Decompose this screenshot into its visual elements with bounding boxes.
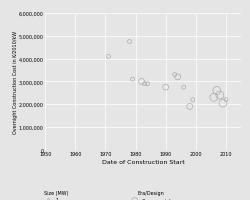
Point bbox=[181, 86, 185, 89]
Point bbox=[172, 74, 176, 77]
Point bbox=[217, 94, 221, 97]
Point bbox=[127, 41, 131, 44]
Point bbox=[220, 102, 224, 105]
X-axis label: Date of Construction Start: Date of Construction Start bbox=[101, 159, 184, 164]
Point bbox=[106, 55, 110, 59]
Legend: Commercial: Commercial bbox=[129, 190, 170, 200]
Point bbox=[139, 80, 143, 84]
Point bbox=[130, 78, 134, 81]
Point bbox=[142, 83, 146, 86]
Point bbox=[214, 89, 218, 93]
Point bbox=[145, 83, 149, 86]
Point bbox=[211, 96, 215, 99]
Point bbox=[163, 86, 167, 89]
Point bbox=[223, 99, 227, 102]
Y-axis label: Overnight Construction Cost in K⁄2010/kW: Overnight Construction Cost in K⁄2010/kW bbox=[12, 31, 18, 133]
Point bbox=[187, 105, 191, 109]
Point bbox=[175, 76, 179, 79]
Point bbox=[190, 99, 194, 102]
